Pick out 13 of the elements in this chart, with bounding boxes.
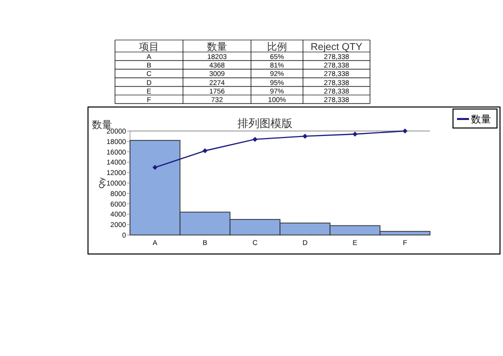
text: Reject QTY — [310, 42, 363, 53]
chart-title: 排列图模版 — [238, 118, 292, 130]
text: 项目 — [139, 42, 159, 53]
point — [302, 134, 308, 139]
point — [252, 136, 258, 142]
point — [152, 164, 158, 170]
legend: 数量 — [452, 108, 498, 128]
text: 数量 — [207, 42, 227, 53]
legend-label: 数量 — [471, 114, 491, 126]
point — [402, 128, 408, 134]
point — [202, 148, 208, 154]
point — [352, 132, 358, 137]
text: 比例 — [267, 41, 287, 53]
